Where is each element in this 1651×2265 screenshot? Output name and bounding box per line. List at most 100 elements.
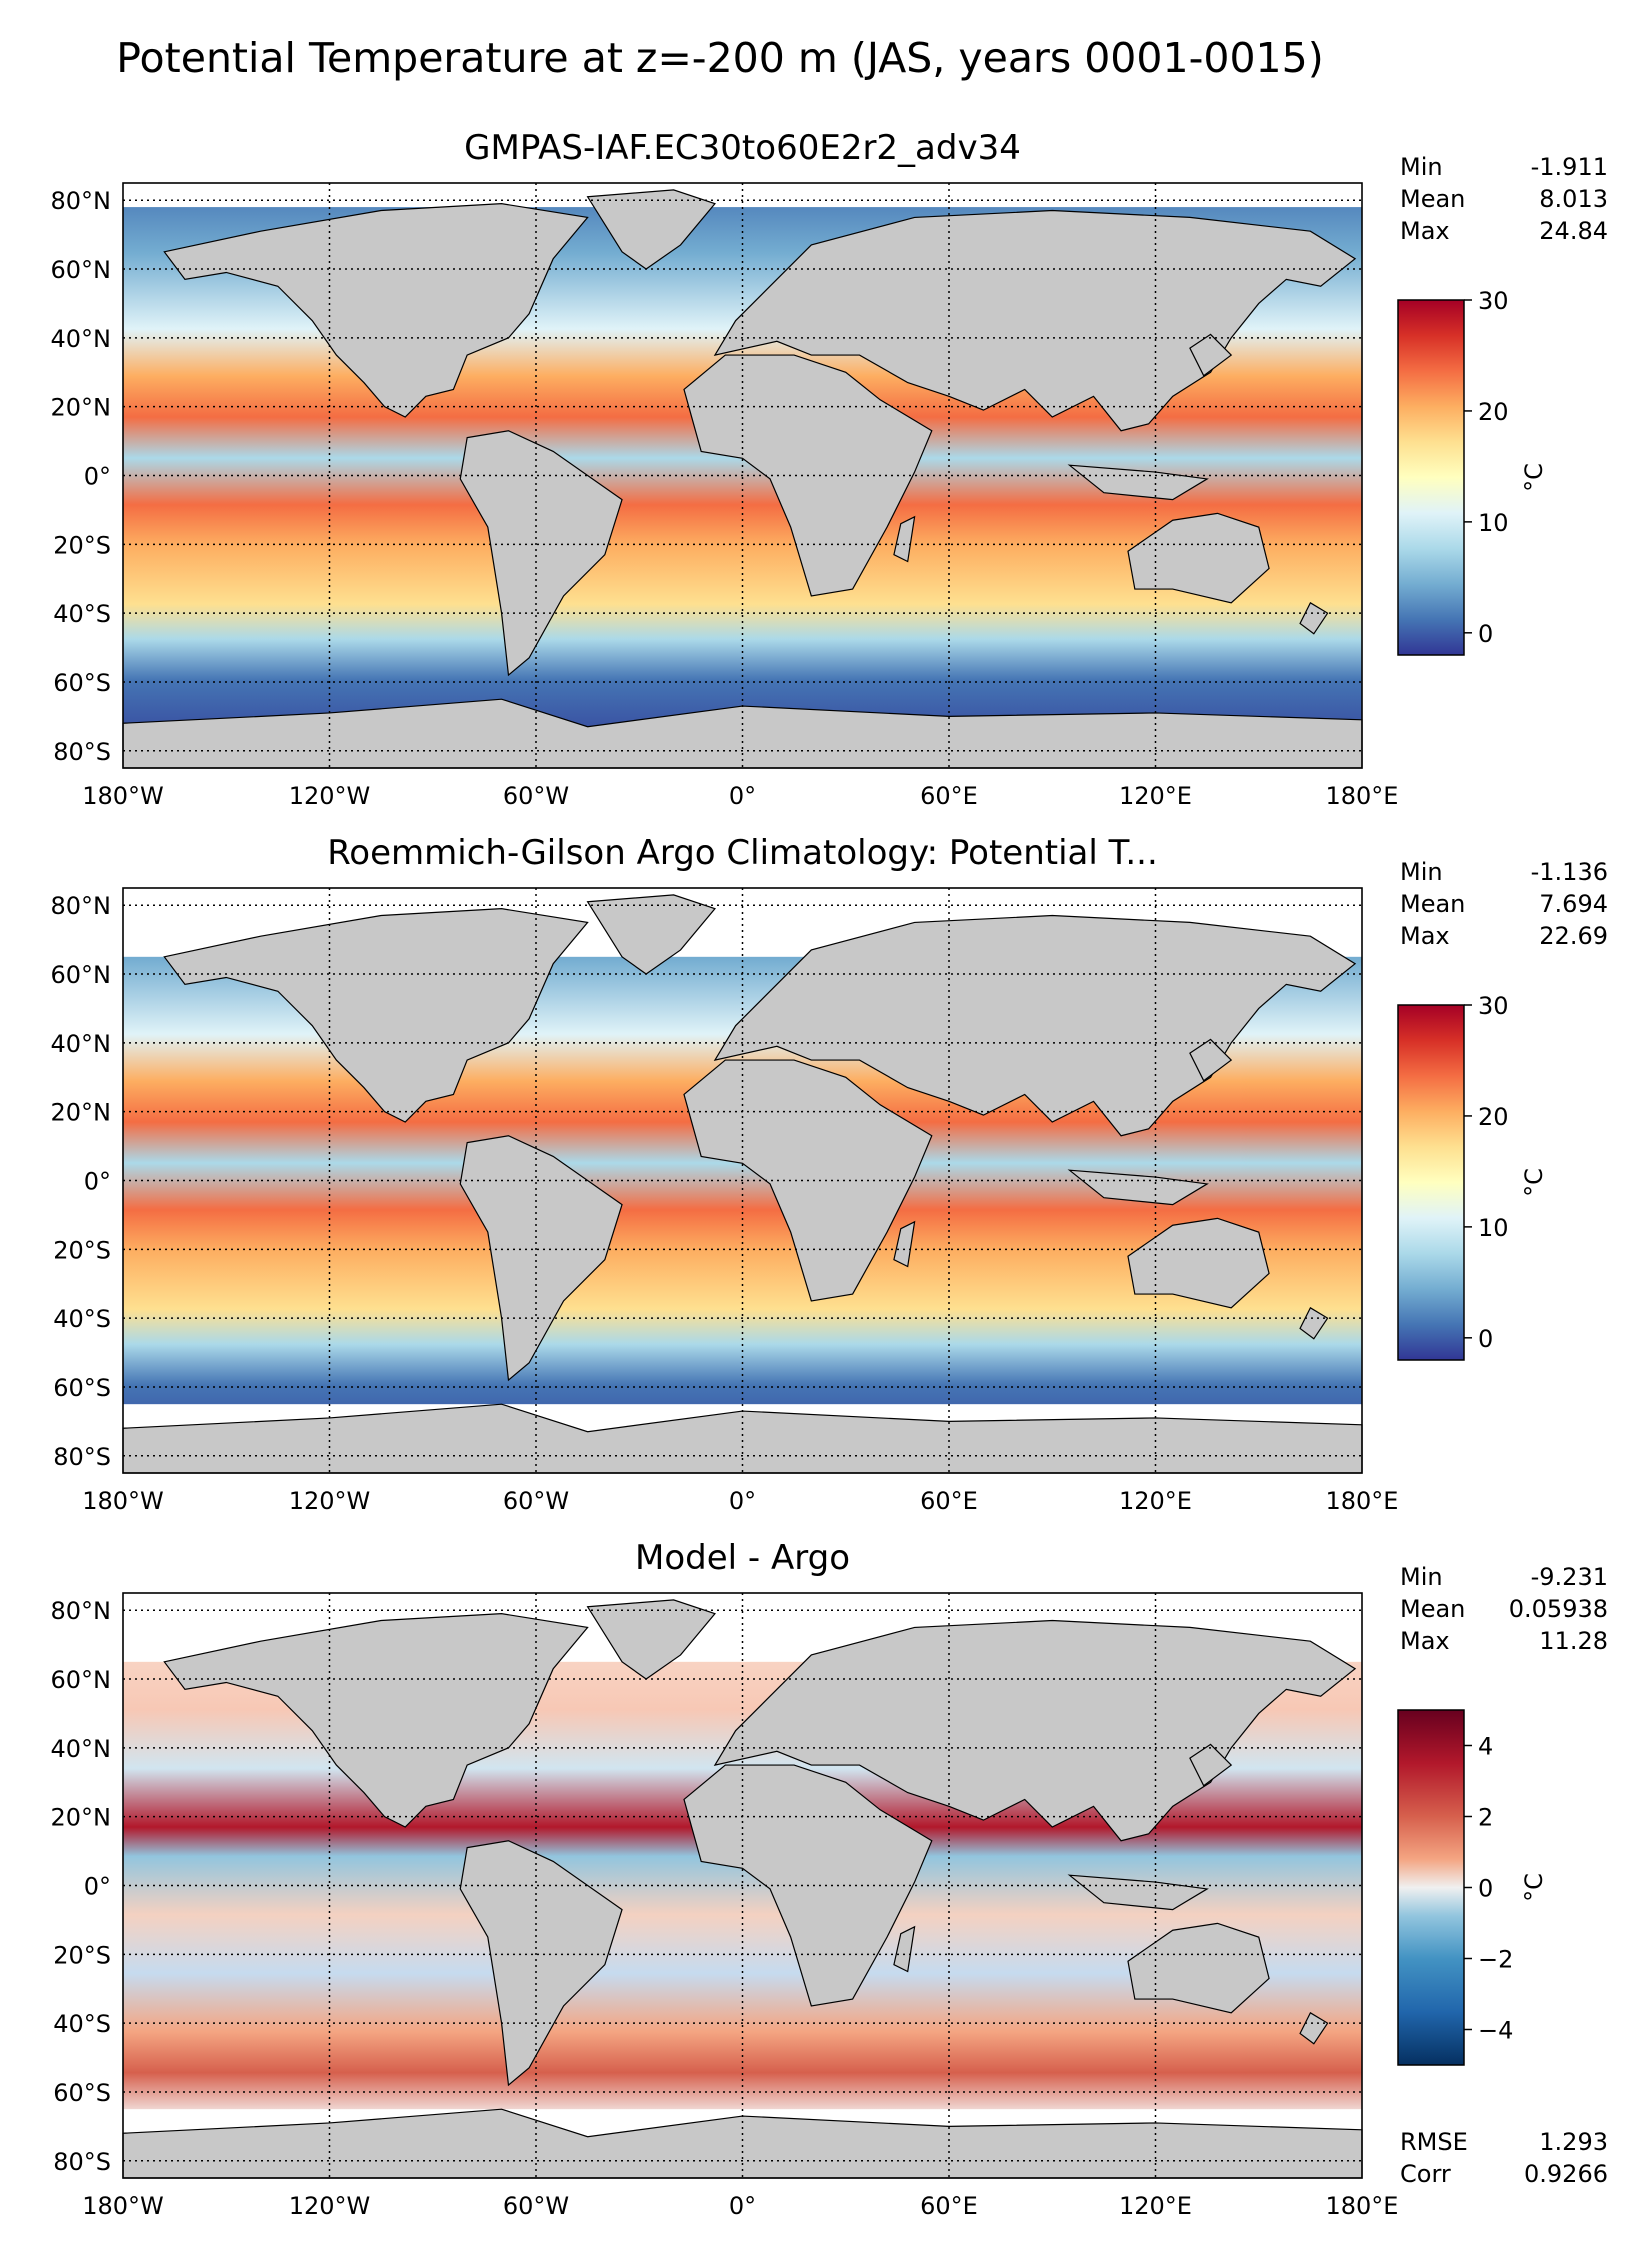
lat-tick-label: 60°S: [53, 669, 111, 697]
lat-tick-label: 60°N: [51, 1666, 112, 1694]
stat-label: Min: [1400, 1563, 1443, 1591]
colorbar: [1397, 1004, 1465, 1361]
lat-tick-label: 20°S: [53, 1941, 111, 1969]
lat-tick-label: 20°S: [53, 1236, 111, 1264]
stats-block: Min -9.231 Mean 0.05938 Max 11.28: [1400, 1563, 1608, 1655]
stat-value: 0.9266: [1524, 2160, 1608, 2188]
lat-tick-label: 20°N: [51, 394, 112, 422]
lat-tick-label: 80°N: [51, 1597, 112, 1625]
lon-tick-label: 120°E: [1119, 1487, 1192, 1515]
colorbar-unit-label: °C: [1520, 463, 1548, 492]
panel-title: Roemmich-Gilson Argo Climatology: Potent…: [327, 833, 1158, 873]
panel-1: GMPAS-IAF.EC30to60E2r2_adv34 80°N 60°N 40°N…: [51, 128, 1609, 810]
lat-tick-label: 20°N: [51, 1099, 112, 1127]
lat-tick-label: 40°S: [53, 600, 111, 628]
lon-tick-label: 60°W: [503, 782, 569, 810]
lat-tick-label: 60°S: [53, 1374, 111, 1402]
lon-tick-label: 60°E: [920, 2192, 978, 2220]
colorbar-tick-label: 0: [1478, 1875, 1493, 1903]
lon-tick-label: 60°E: [920, 782, 978, 810]
lat-tick-label: 0°: [84, 1168, 111, 1196]
lat-tick-label: 60°N: [51, 256, 112, 284]
figure-suptitle: Potential Temperature at z=-200 m (JAS, …: [116, 34, 1323, 82]
stat-label: Max: [1400, 217, 1450, 245]
stat-value: 11.28: [1539, 1627, 1608, 1655]
lat-tick-label: 80°S: [53, 1443, 111, 1471]
colorbar-tick-label: 10: [1478, 1214, 1509, 1242]
colorbar-unit-label: °C: [1520, 1168, 1548, 1197]
lon-tick-label: 0°: [729, 2192, 756, 2220]
lat-tick-label: 80°N: [51, 892, 112, 920]
stat-label: Min: [1400, 858, 1443, 886]
map-frame: [122, 182, 1363, 769]
lon-tick-label: 60°E: [920, 1487, 978, 1515]
stat-value: -1.136: [1531, 858, 1608, 886]
stat-value: 0.05938: [1509, 1595, 1608, 1623]
lat-tick-label: 0°: [84, 463, 111, 491]
lon-tick-label: 180°E: [1326, 1487, 1399, 1515]
stat-label: Max: [1400, 922, 1450, 950]
lat-tick-label: 80°N: [51, 187, 112, 215]
colorbar-tick-label: −2: [1478, 1946, 1513, 1974]
stat-label: Mean: [1400, 185, 1465, 213]
lon-tick-label: 120°W: [289, 782, 371, 810]
graticule: [123, 183, 1362, 768]
stat-value: 8.013: [1539, 185, 1608, 213]
colorbar-tick-label: 30: [1478, 287, 1509, 315]
colorbar-tick-label: 0: [1478, 620, 1493, 648]
lon-tick-label: 60°W: [503, 2192, 569, 2220]
stat-label: Mean: [1400, 890, 1465, 918]
lat-tick-label: 40°N: [51, 1735, 112, 1763]
map-frame: [122, 887, 1363, 1474]
panel-title: Model - Argo: [635, 1538, 850, 1578]
lat-tick-label: 40°S: [53, 2010, 111, 2038]
lat-tick-label: 20°S: [53, 531, 111, 559]
colorbar-tick-label: −4: [1478, 2017, 1513, 2045]
graticule: [123, 1593, 1362, 2178]
map-frame: [122, 1592, 1363, 2179]
colorbar-tick-label: 10: [1478, 509, 1509, 537]
graticule: [123, 888, 1362, 1473]
lon-tick-label: 180°E: [1326, 782, 1399, 810]
colorbar-tick-label: 20: [1478, 1103, 1509, 1131]
lon-tick-label: 180°E: [1326, 2192, 1399, 2220]
lat-tick-label: 0°: [84, 1873, 111, 1901]
lon-tick-label: 120°E: [1119, 2192, 1192, 2220]
panels: GMPAS-IAF.EC30to60E2r2_adv34 80°N 60°N 40°N…: [51, 128, 1609, 2220]
lon-tick-label: 0°: [729, 782, 756, 810]
lon-tick-label: 180°W: [82, 1487, 164, 1515]
lon-tick-label: 180°W: [82, 782, 164, 810]
lat-tick-label: 20°N: [51, 1804, 112, 1832]
stats-block: Min -1.136 Mean 7.694 Max 22.69: [1400, 858, 1608, 950]
lon-tick-label: 120°E: [1119, 782, 1192, 810]
lat-tick-label: 60°N: [51, 961, 112, 989]
lat-tick-label: 80°S: [53, 2148, 111, 2176]
colorbar-tick-label: 20: [1478, 398, 1509, 426]
colorbar-tick-label: 4: [1478, 1733, 1493, 1761]
panel-3: Model - Argo 80°N 60°N 40°N 20°N 0° 20°S 40°S 60…: [51, 1538, 1609, 2220]
stat-value: -1.911: [1531, 153, 1608, 181]
colorbar-tick-label: 2: [1478, 1804, 1493, 1832]
colorbar-tick-label: 30: [1478, 992, 1509, 1020]
colorbar-unit-label: °C: [1520, 1873, 1548, 1902]
lat-tick-label: 40°N: [51, 325, 112, 353]
stat-value: 1.293: [1539, 2128, 1608, 2156]
lat-tick-label: 80°S: [53, 738, 111, 766]
stat-value: 24.84: [1539, 217, 1608, 245]
stat-value: -9.231: [1531, 1563, 1608, 1591]
stat-label: Min: [1400, 153, 1443, 181]
panel-title: GMPAS-IAF.EC30to60E2r2_adv34: [464, 128, 1021, 168]
lon-tick-label: 120°W: [289, 1487, 371, 1515]
lat-tick-label: 40°N: [51, 1030, 112, 1058]
stat-label: Max: [1400, 1627, 1450, 1655]
lon-tick-label: 0°: [729, 1487, 756, 1515]
colorbar-tick-label: 0: [1478, 1325, 1493, 1353]
stat-label: RMSE: [1400, 2128, 1468, 2156]
panel-2: Roemmich-Gilson Argo Climatology: Potent…: [51, 833, 1609, 1515]
lon-tick-label: 180°W: [82, 2192, 164, 2220]
stats-block: Min -1.911 Mean 8.013 Max 24.84: [1400, 153, 1608, 245]
stat-label: Mean: [1400, 1595, 1465, 1623]
colorbar: [1397, 299, 1465, 656]
lat-tick-label: 40°S: [53, 1305, 111, 1333]
